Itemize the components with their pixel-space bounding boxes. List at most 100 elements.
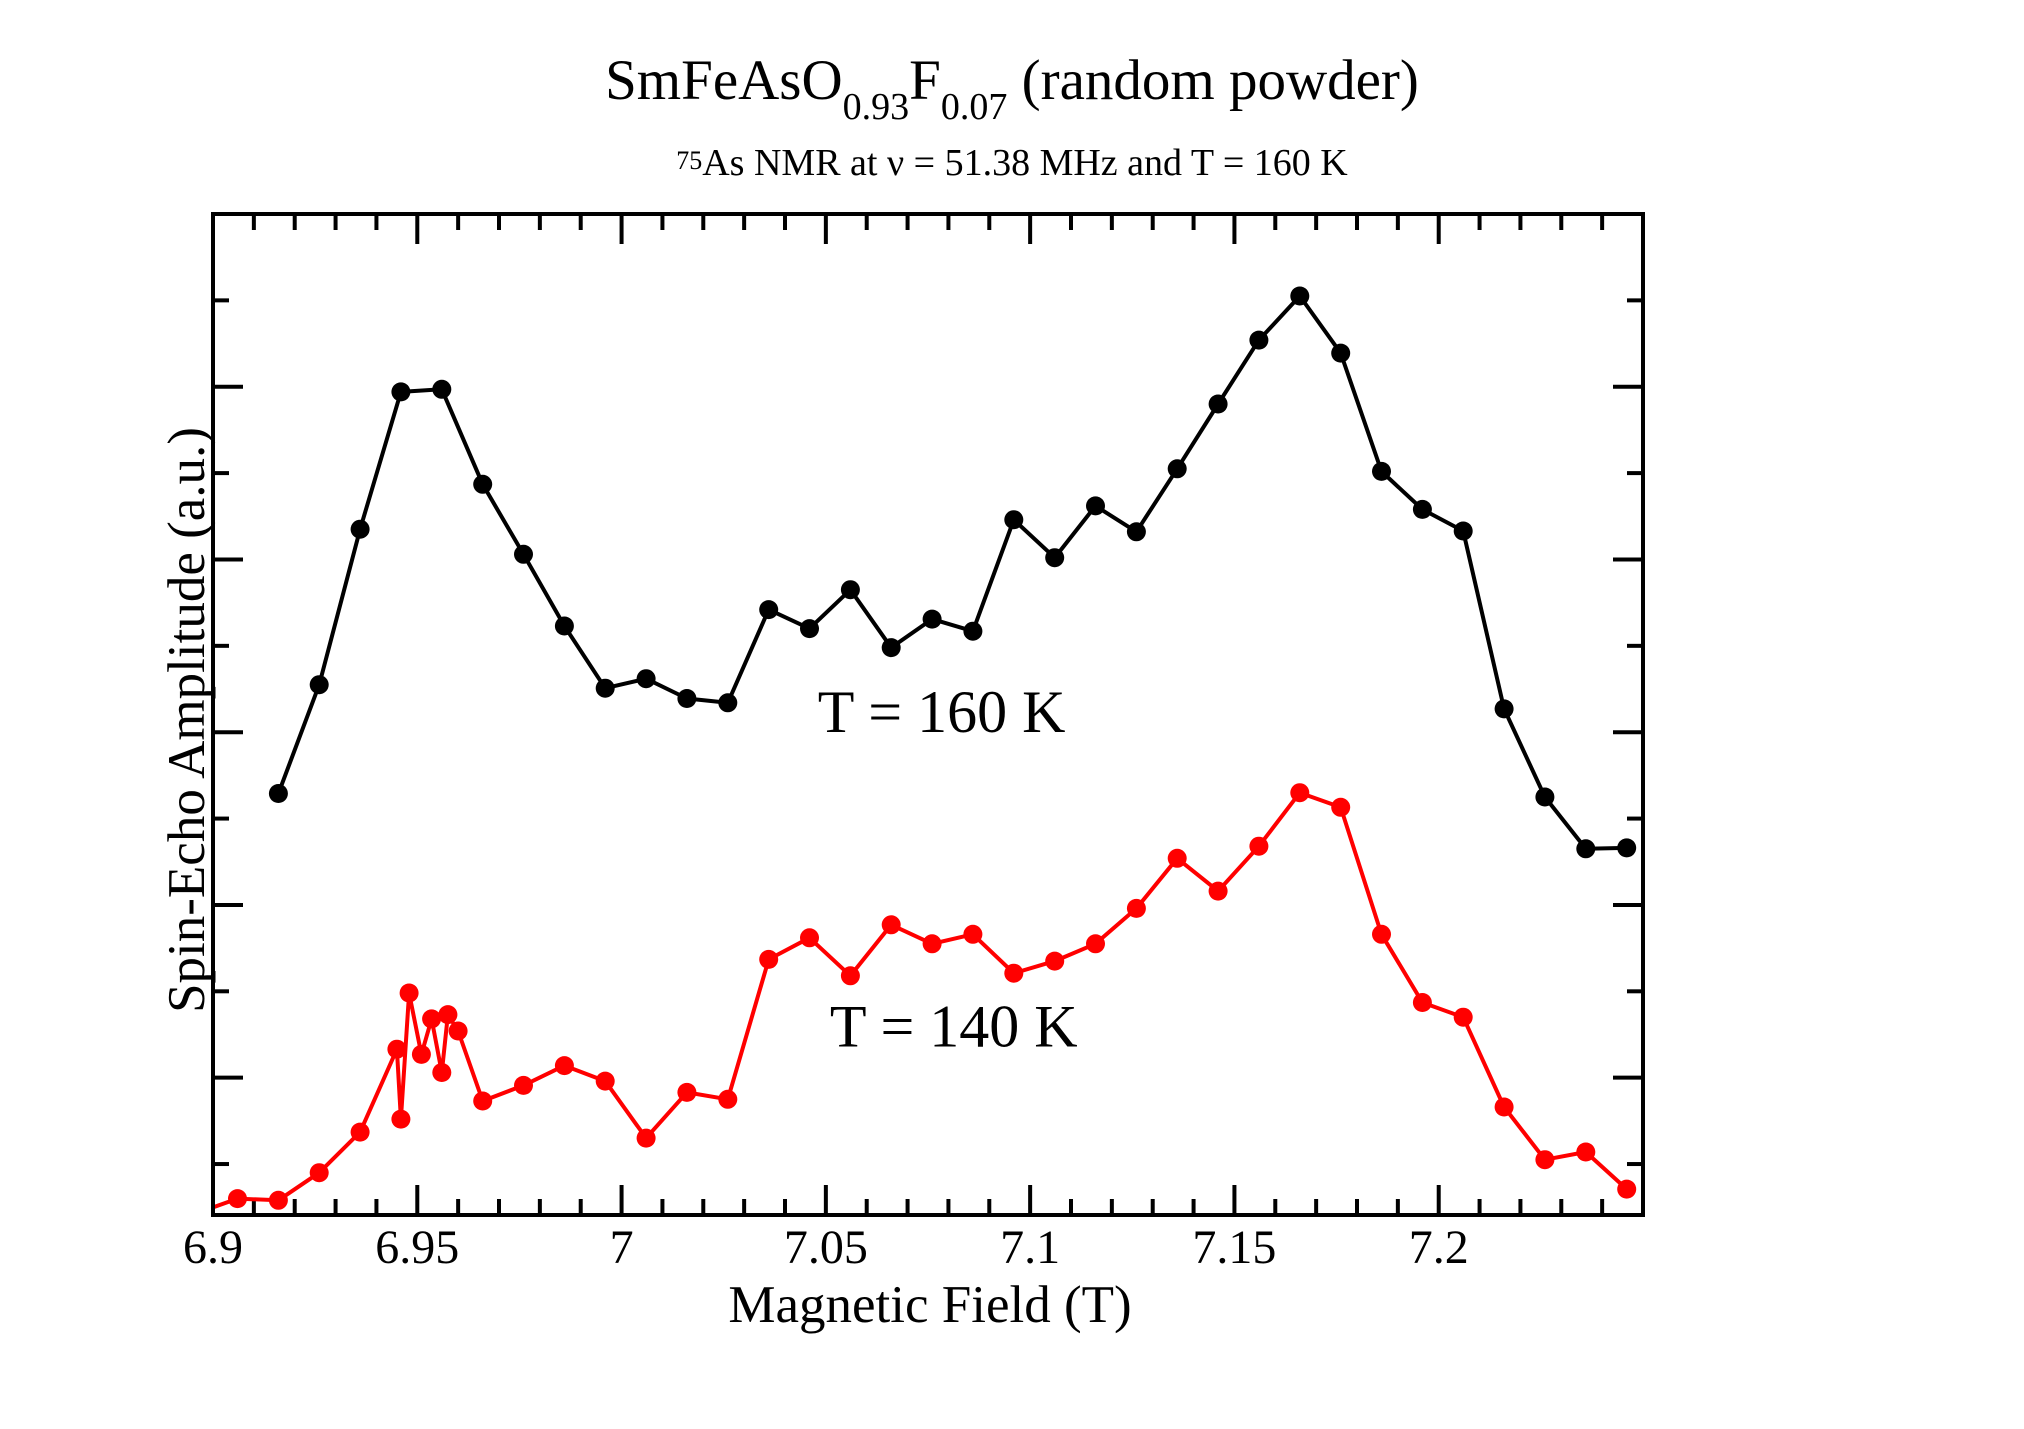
title-tail: (random powder) — [1007, 49, 1419, 112]
data-point — [595, 1071, 615, 1091]
x-tick-label: 7.15 — [1192, 1221, 1276, 1274]
x-tick-label: 6.95 — [375, 1221, 459, 1274]
data-point — [1494, 699, 1514, 719]
chart-subtitle: 75As NMR at ν = 51.38 MHz and T = 160 K — [0, 144, 2024, 182]
data-point — [1412, 993, 1432, 1012]
title-formula-f: F — [909, 49, 941, 112]
title-subscript-f: 0.07 — [940, 86, 1008, 128]
data-point — [800, 619, 819, 639]
data-point — [1249, 330, 1269, 350]
data-point — [1453, 521, 1473, 541]
data-point — [411, 1044, 431, 1064]
data-point — [636, 1128, 656, 1148]
data-point — [1208, 881, 1228, 901]
x-tick-label: 7 — [610, 1221, 634, 1274]
data-point — [1535, 787, 1555, 807]
data-point — [963, 621, 983, 641]
data-point — [800, 928, 819, 948]
annotation-t140: T = 140 K — [830, 994, 1078, 1060]
data-point — [1045, 951, 1065, 971]
x-axis-label: Magnetic Field (T) — [728, 1276, 1131, 1334]
data-point — [268, 784, 288, 803]
data-point — [1535, 1150, 1555, 1170]
data-point — [922, 934, 942, 954]
data-point — [514, 1075, 533, 1095]
data-point — [1004, 510, 1024, 530]
data-point — [1086, 496, 1105, 516]
data-point — [840, 966, 860, 986]
series-line — [276, 294, 1627, 851]
data-point — [350, 1122, 370, 1142]
x-tick-label: 6.9 — [183, 1221, 243, 1274]
chart-title: SmFeAsO0.93F0.07 (random powder) — [0, 49, 2024, 126]
data-point — [677, 1082, 697, 1102]
data-point — [422, 1009, 442, 1029]
data-point — [1331, 343, 1351, 363]
data-point — [391, 1109, 411, 1129]
data-point — [1453, 1007, 1473, 1027]
title-formula-main: SmFeAsO — [605, 49, 843, 112]
x-tick-labels: 6.9 6.95 7 7.05 7.1 7.15 7.2 — [183, 1221, 1469, 1274]
y-axis-label: Spin-Echo Amplitude (a.u.) — [158, 427, 216, 1013]
data-point — [718, 693, 738, 713]
data-point — [1045, 548, 1065, 568]
data-point — [1249, 836, 1269, 856]
data-point — [432, 1063, 452, 1082]
data-point — [840, 580, 860, 600]
data-point — [1617, 838, 1637, 858]
data-point — [1167, 459, 1187, 479]
plot-frame — [211, 212, 1645, 1217]
data-point — [187, 1204, 206, 1223]
data-point — [309, 1163, 329, 1183]
x-tick-label: 7.2 — [1409, 1221, 1469, 1274]
data-point — [438, 1005, 458, 1025]
data-point — [1331, 797, 1351, 817]
data-point — [759, 600, 779, 620]
data-point — [595, 678, 615, 698]
data-point — [922, 609, 942, 629]
data-point — [473, 1091, 493, 1111]
data-point — [1086, 934, 1105, 954]
data-point — [1208, 394, 1228, 414]
data-point — [309, 675, 329, 695]
x-tick-label: 7.1 — [1000, 1221, 1060, 1274]
data-point — [1126, 898, 1146, 918]
data-point — [1576, 1142, 1596, 1162]
data-point — [718, 1089, 738, 1109]
data-point — [473, 474, 493, 494]
series-t140 — [187, 783, 1637, 1223]
series-t160 — [268, 286, 1637, 859]
data-point — [677, 689, 697, 708]
data-point — [432, 379, 452, 399]
data-point — [387, 1039, 407, 1059]
subtitle-isotope-superscript: 75 — [676, 146, 703, 175]
data-point — [1372, 924, 1391, 944]
data-point — [636, 669, 656, 689]
data-point — [881, 915, 901, 935]
data-point — [554, 1056, 574, 1076]
title-subscript-o: 0.93 — [842, 86, 910, 128]
data-point — [350, 519, 370, 539]
data-point — [1494, 1097, 1514, 1117]
data-point — [759, 949, 779, 969]
data-point — [1004, 963, 1024, 983]
data-point — [228, 1189, 247, 1209]
data-point — [448, 1021, 468, 1041]
data-point — [268, 1190, 288, 1210]
data-point — [1576, 839, 1596, 859]
data-point — [514, 544, 533, 564]
data-point — [1412, 499, 1432, 519]
data-point — [1372, 461, 1391, 481]
data-point — [391, 382, 411, 402]
annotation-t160: T = 160 K — [818, 679, 1066, 745]
subtitle-text: As NMR at ν = 51.38 MHz and T = 160 K — [702, 142, 1348, 184]
axis-ticks — [213, 214, 1643, 1215]
data-point — [881, 638, 901, 658]
x-tick-label: 7.05 — [784, 1221, 868, 1274]
data-point — [1617, 1179, 1637, 1199]
data-point — [1167, 848, 1187, 868]
data-point — [1126, 522, 1146, 542]
series-layer — [187, 286, 1637, 1223]
data-point — [399, 983, 419, 1003]
